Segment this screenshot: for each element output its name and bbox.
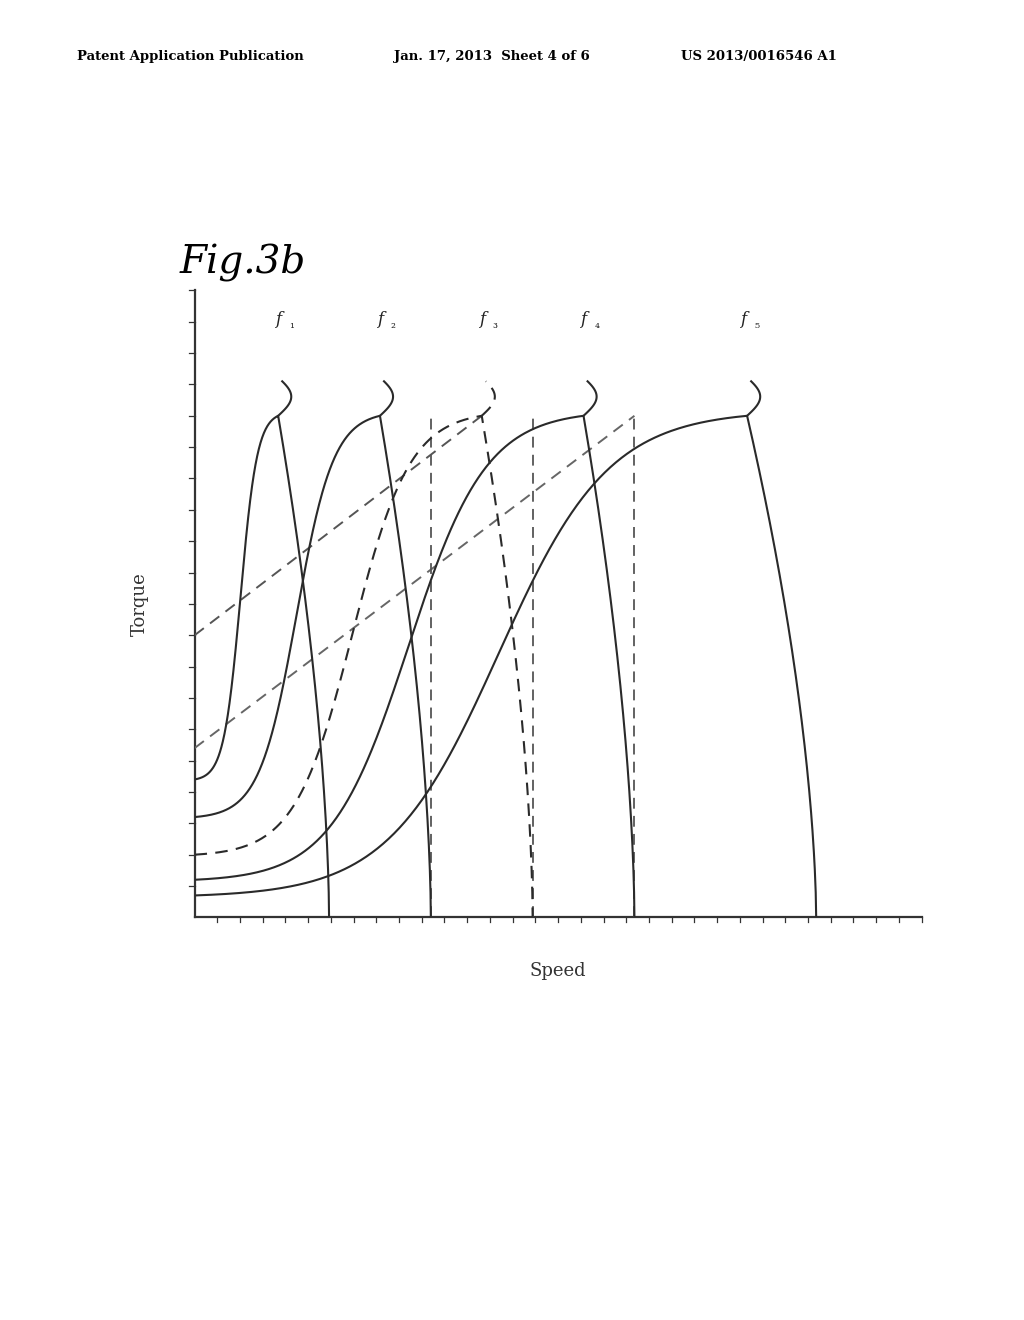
Text: f: f: [740, 312, 746, 327]
Text: ₂: ₂: [391, 318, 396, 331]
Text: Speed: Speed: [529, 962, 587, 979]
Text: Fig.3b: Fig.3b: [179, 244, 305, 282]
Text: ₅: ₅: [755, 318, 760, 331]
Text: Torque: Torque: [131, 572, 150, 636]
Text: f: f: [275, 312, 282, 327]
Text: Jan. 17, 2013  Sheet 4 of 6: Jan. 17, 2013 Sheet 4 of 6: [394, 50, 590, 63]
Text: Patent Application Publication: Patent Application Publication: [77, 50, 303, 63]
Text: ₁: ₁: [289, 318, 294, 331]
Text: f: f: [377, 312, 383, 327]
Text: f: f: [581, 312, 587, 327]
Text: US 2013/0016546 A1: US 2013/0016546 A1: [681, 50, 837, 63]
Text: ₃: ₃: [493, 318, 498, 331]
Text: ₄: ₄: [594, 318, 599, 331]
Text: f: f: [478, 312, 484, 327]
